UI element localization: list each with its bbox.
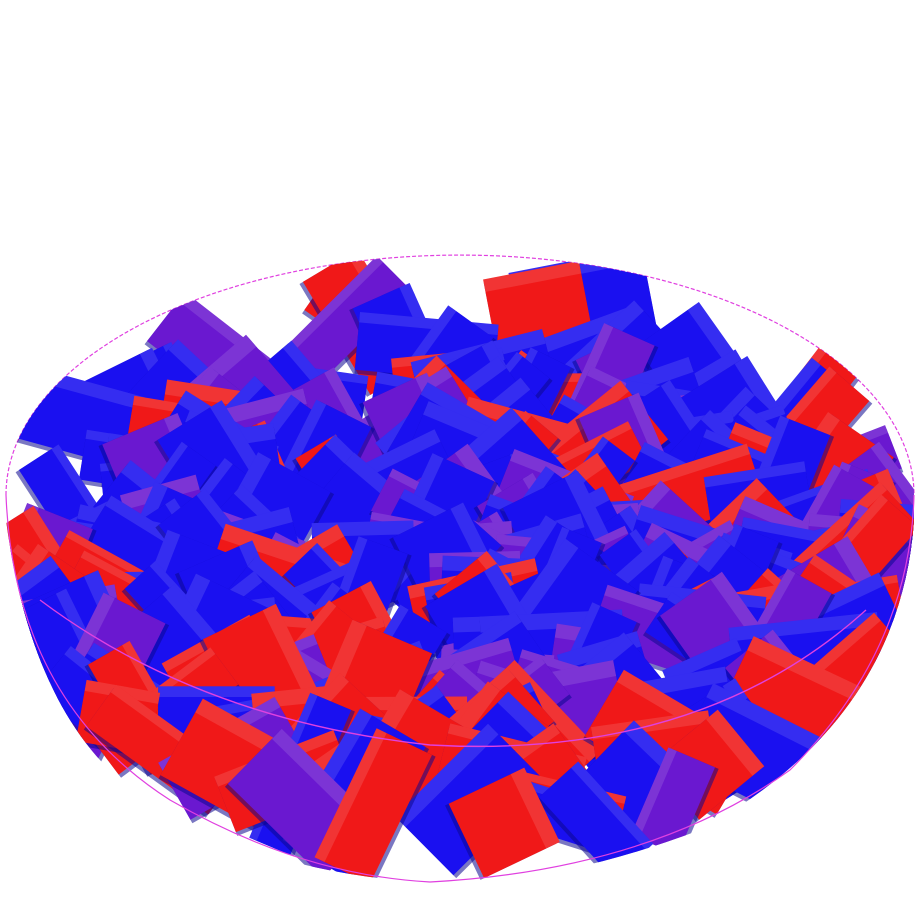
plate-pile <box>6 255 914 883</box>
container-front-rim <box>39 599 867 748</box>
plate <box>630 747 719 857</box>
container-side-left <box>5 494 431 883</box>
plate <box>277 255 415 394</box>
plate <box>314 728 436 883</box>
container-side-right <box>429 494 915 883</box>
container-back-rim <box>5 254 915 496</box>
plate <box>445 767 560 880</box>
